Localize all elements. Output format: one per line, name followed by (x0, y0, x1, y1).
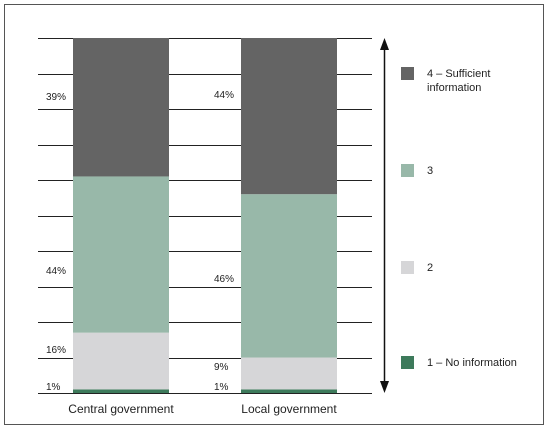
legend-swatch (401, 164, 414, 177)
bar-value-label: 39% (46, 92, 66, 103)
bar-segment (73, 389, 169, 393)
bar-value-label: 9% (214, 362, 229, 373)
bar-value-label: 1% (46, 382, 61, 393)
bar-segment (73, 176, 169, 333)
category-label: Central government (68, 402, 174, 416)
legend-swatch (401, 67, 414, 80)
legend-label: 1 – No information (427, 357, 517, 369)
bar-value-label: 46% (214, 274, 234, 285)
bar-segment (241, 389, 337, 393)
legend-label: 4 – Sufficient (427, 68, 490, 80)
bar-value-label: 44% (214, 90, 234, 101)
arrow-head-down (380, 381, 389, 393)
bar-value-label: 16% (46, 345, 66, 356)
legend-label: 2 (427, 262, 433, 274)
category-label: Local government (241, 402, 337, 416)
legend-swatch (401, 261, 414, 274)
bar-segment (241, 38, 337, 195)
bar-value-label: 44% (46, 266, 66, 277)
bar-segment (73, 332, 169, 390)
legend-label-line2: information (427, 82, 481, 94)
arrow-head-up (380, 38, 389, 50)
bar-segment (241, 357, 337, 390)
bar-segment (73, 38, 169, 177)
legend-swatch (401, 356, 414, 369)
legend-label: 3 (427, 165, 433, 177)
bar-value-label: 1% (214, 382, 229, 393)
bar-segment (241, 194, 337, 358)
